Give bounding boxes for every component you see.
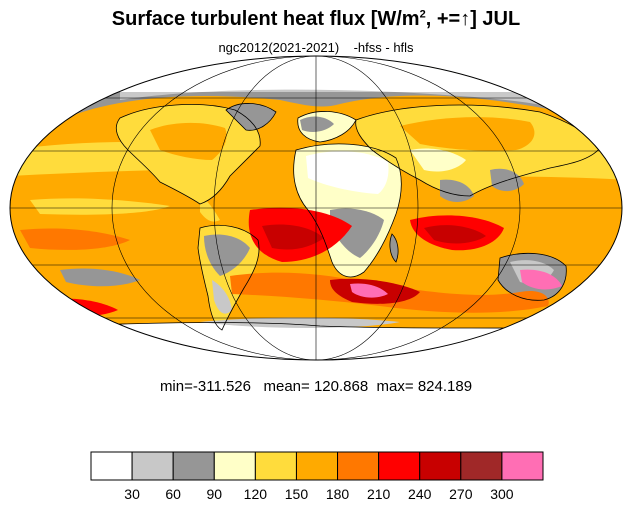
south-pacific-grey [60,268,140,287]
europe-grey [300,116,334,132]
antarctic-coast-grey [200,317,400,328]
plot-subtitle: ngc2012(2021-2021) -hfss - hfls [218,40,414,55]
colorbar-swatch [131,451,174,481]
sahara-white [306,151,389,194]
max-label: max= [376,378,414,395]
india-grey [440,179,474,202]
tropical-pacific-band [20,228,130,250]
colorbar-tick-label: 240 [408,486,432,502]
colorbar-swatch [378,451,421,481]
colorbar-swatch [460,451,503,481]
greenland-grey [226,103,276,131]
colorbar-swatch [337,451,380,481]
coast-madagascar [389,233,399,263]
colorbar-tick-label: 90 [206,486,223,502]
colorbar-swatch [90,451,133,481]
mean-value: 120.868 [313,378,369,395]
statistics-line: min=-311.526 mean= 120.868 max= 824.189 [0,378,632,395]
min-value: -311.526 [192,378,251,395]
colorbar-swatch [213,451,256,481]
arctic-lightgrey [120,89,600,118]
plot-title: Surface turbulent heat flux [W/m2, +=↑] … [0,8,632,31]
central-america [200,196,220,222]
colorbar-swatch [295,451,339,481]
max-value: 824.189 [417,378,473,395]
coast-australia [497,253,567,301]
title-rest: , +=↑] JUL [425,8,521,30]
coast-africa [293,143,402,278]
title-superscript: 2 [419,8,426,21]
south-indian-core [424,225,486,244]
coast-south-america [197,224,260,331]
colorbar-tick-label: 210 [366,486,391,502]
title-main: Surface turbulent heat flux [W/m [111,8,420,30]
colorbar [90,451,544,481]
colorbar-tick-label: 60 [165,486,181,502]
asia-interior [400,117,535,151]
colorbar-tick-label: 180 [325,486,350,502]
coast-asia [355,104,601,197]
colorbar-tick-label: 150 [284,486,309,502]
patagonia-lightgrey [212,280,232,314]
colorbar-swatch [172,451,215,481]
min-label: min= [159,378,193,395]
map-field [10,56,622,360]
world-map [9,55,623,361]
colorbar-swatch [501,451,544,481]
colorbar-tick-label: 300 [490,486,514,502]
south-atlantic-core [262,224,324,250]
colorbar-swatch [254,451,297,481]
globe-outline [9,55,623,361]
coast-europe [297,111,357,143]
central-asia-pale [410,148,466,172]
equatorial-pacific-band [30,198,170,215]
amazon-grey [204,234,250,276]
coast-north-america [115,104,261,205]
colorbar-tick-label: 30 [124,486,140,502]
southern-indian-peak [350,283,388,298]
tasman-peak [520,269,562,290]
coast-greenland [225,103,277,131]
colorbar-tick-label: 270 [449,486,473,502]
colorbar-tick-label: 120 [243,486,268,502]
colorbar-swatch [419,451,462,481]
mean-label: mean= [263,378,310,395]
